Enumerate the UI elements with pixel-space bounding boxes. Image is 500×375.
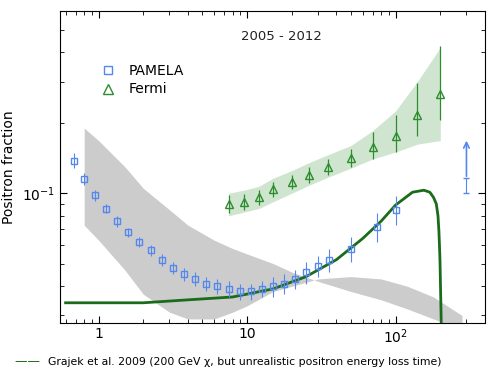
Legend: PAMELA, Fermi: PAMELA, Fermi bbox=[88, 58, 190, 102]
Y-axis label: Positron fraction: Positron fraction bbox=[2, 110, 16, 224]
Text: ——: —— bbox=[15, 356, 48, 368]
Text: 2005 - 2012: 2005 - 2012 bbox=[240, 30, 322, 43]
Text: Grajek et al. 2009 (200 GeV χ, but unrealistic positron energy loss time): Grajek et al. 2009 (200 GeV χ, but unrea… bbox=[48, 357, 441, 367]
